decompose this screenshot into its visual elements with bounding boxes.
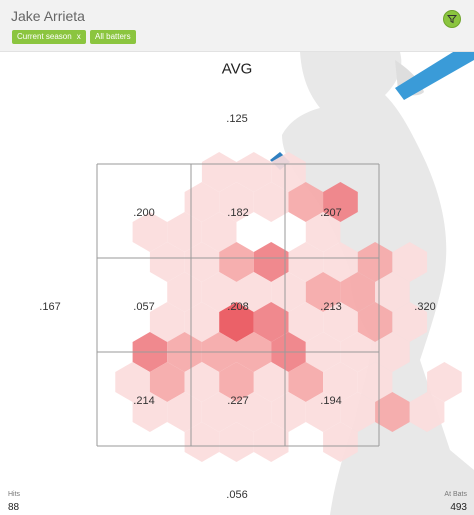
hex-bin — [340, 392, 376, 432]
at-bats-label: At Bats — [444, 491, 467, 498]
hex-bin — [184, 302, 220, 342]
hex-bin — [236, 152, 272, 192]
hex-bin — [167, 272, 202, 312]
zone-value-right: .320 — [414, 301, 436, 313]
hex-bin — [392, 302, 428, 342]
hex-bin — [149, 242, 185, 282]
hex-bin — [340, 272, 376, 312]
funnel-icon — [447, 15, 457, 24]
hex-bin — [305, 212, 341, 252]
hex-bin — [184, 422, 220, 462]
zone-cell-6: .213 — [320, 301, 342, 313]
hex-bin — [184, 242, 220, 282]
hex-bin — [305, 272, 341, 312]
hex-bin — [253, 242, 289, 282]
metric-title: AVG — [221, 60, 253, 78]
hex-bin — [375, 392, 410, 432]
hex-bin — [271, 272, 306, 312]
close-icon[interactable]: x — [76, 32, 81, 41]
hex-bin — [132, 212, 168, 252]
at-bats-value: 493 — [450, 502, 467, 513]
filter-chip-season[interactable]: Current season x — [12, 30, 86, 44]
hex-bin — [288, 362, 324, 402]
hex-bin — [427, 362, 462, 402]
hex-bin — [219, 422, 254, 462]
zone-cell-8: .227 — [227, 395, 249, 407]
hex-bin — [357, 242, 393, 282]
zone-cell-2: .182 — [227, 207, 249, 219]
hex-bin — [132, 392, 168, 432]
strike-zone-grid — [96, 163, 380, 447]
hex-bin — [253, 422, 289, 462]
zone-cell-9: .194 — [320, 395, 342, 407]
strike-zone-heatmap — [96, 52, 474, 515]
zone-cell-3: .207 — [320, 207, 342, 219]
hex-bin — [201, 152, 237, 192]
heatmap-panel: AVG .125 .167 .320 .056 .200 .182 .207 .… — [0, 52, 474, 515]
hex-bin — [357, 302, 393, 342]
hex-bin — [323, 182, 358, 222]
hex-bin — [115, 362, 150, 402]
hex-bin — [288, 242, 324, 282]
hex-bin — [305, 392, 341, 432]
hex-bin — [253, 362, 289, 402]
hex-bin — [409, 392, 445, 432]
hex-bin — [236, 392, 272, 432]
hex-layer — [115, 152, 462, 462]
hex-bin — [149, 302, 185, 342]
hits-value: 88 — [8, 502, 20, 513]
hex-bin — [271, 392, 306, 432]
filter-chip-season-label: Current season — [17, 32, 72, 41]
hex-bin — [375, 272, 410, 312]
hex-bin — [149, 362, 185, 402]
hex-bin — [323, 242, 358, 282]
player-name: Jake Arrieta — [11, 8, 85, 24]
zone-value-left: .167 — [39, 301, 61, 313]
hex-bin — [167, 392, 202, 432]
hex-bin — [219, 362, 254, 402]
hex-bin — [357, 362, 393, 402]
hex-bin — [219, 182, 254, 222]
hits-label: Hits — [8, 491, 21, 498]
hex-bin — [288, 182, 324, 222]
zone-cell-7: .214 — [133, 395, 155, 407]
filter-chip-batters-label: All batters — [95, 32, 131, 41]
hex-bin — [288, 302, 324, 342]
hex-bin — [167, 212, 202, 252]
hex-bin — [253, 302, 289, 342]
hex-bin — [392, 242, 428, 282]
zone-cell-5: .208 — [227, 301, 249, 313]
zone-cell-1: .200 — [133, 207, 155, 219]
hex-bin — [184, 362, 220, 402]
hex-bin — [201, 392, 237, 432]
hex-bin — [184, 182, 220, 222]
hex-bin — [201, 272, 237, 312]
hex-bin — [253, 182, 289, 222]
zone-value-bottom: .056 — [226, 489, 248, 501]
hex-bin — [271, 152, 306, 192]
hex-bin — [323, 362, 358, 402]
hex-bin — [323, 302, 358, 342]
zone-value-top: .125 — [226, 113, 248, 125]
app-header: Jake Arrieta Current season x All batters — [0, 0, 474, 52]
hex-bin — [375, 332, 410, 372]
hex-bin — [219, 302, 254, 342]
hex-bin — [323, 422, 358, 462]
hex-bin — [236, 272, 272, 312]
hex-bin — [201, 212, 237, 252]
zone-cell-4: .057 — [133, 301, 155, 313]
filter-button[interactable] — [443, 10, 461, 28]
hex-bin — [219, 242, 254, 282]
filter-chip-batters[interactable]: All batters — [90, 30, 136, 44]
